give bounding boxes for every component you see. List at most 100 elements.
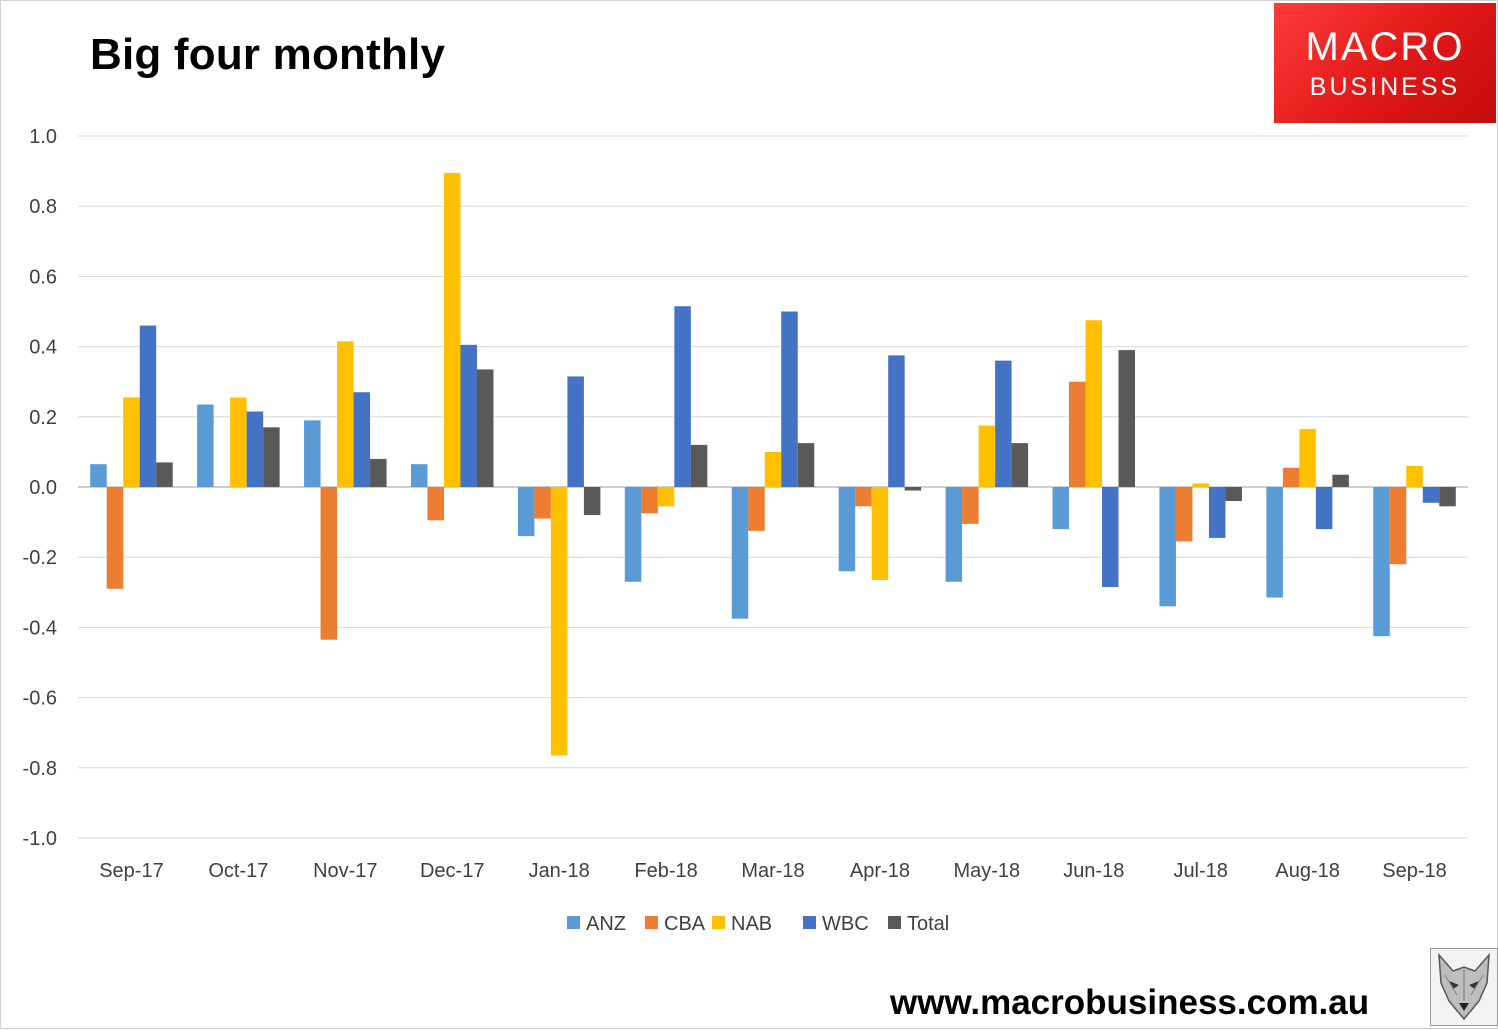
legend-swatch-cba: [645, 916, 658, 929]
y-tick-label: -0.8: [23, 758, 57, 780]
y-tick-label: -0.4: [23, 617, 57, 639]
legend-label-cba: CBA: [664, 913, 706, 935]
bar-nab-may-18: [978, 425, 996, 487]
y-tick-label: -0.6: [23, 688, 57, 710]
bar-total-may-18: [1011, 443, 1029, 487]
bar-cba-sep-17: [106, 487, 124, 589]
bar-total-mar-18: [797, 443, 815, 487]
logo-text-business: BUSINESS: [1309, 73, 1461, 101]
x-tick-label: Nov-17: [313, 860, 377, 882]
bar-wbc-aug-18: [1315, 487, 1333, 530]
bar-total-dec-17: [476, 369, 494, 487]
bar-cba-aug-18: [1282, 467, 1300, 487]
bar-nab-mar-18: [764, 451, 782, 487]
chart-title: Big four monthly: [90, 30, 446, 79]
macrobusiness-logo: MACRO BUSINESS: [1274, 3, 1496, 123]
bar-nab-sep-18: [1406, 465, 1423, 487]
bar-anz-aug-18: [1266, 487, 1283, 598]
bar-cba-jan-18: [534, 487, 551, 519]
bar-wbc-apr-18: [888, 355, 905, 487]
bar-wbc-feb-18: [674, 306, 691, 487]
logo-text-macro: MACRO: [1305, 25, 1465, 69]
bars: [90, 172, 1456, 756]
legend-label-wbc: WBC: [822, 913, 869, 935]
bar-total-oct-17: [263, 427, 280, 487]
legend-swatch-nab: [712, 916, 725, 929]
x-tick-label: Dec-17: [420, 860, 484, 882]
bar-cba-sep-18: [1389, 487, 1407, 565]
bar-anz-oct-17: [197, 404, 214, 487]
y-tick-label: 0.4: [29, 337, 57, 359]
bar-nab-nov-17: [337, 341, 354, 487]
x-tick-label: Aug-18: [1275, 860, 1340, 882]
legend-label-anz: ANZ: [586, 913, 626, 935]
legend-swatch-total: [888, 916, 901, 929]
bar-cba-nov-17: [320, 487, 338, 640]
bar-wbc-may-18: [995, 360, 1012, 487]
bar-anz-nov-17: [304, 420, 321, 487]
y-tick-label: -1.0: [23, 828, 57, 850]
bar-cba-may-18: [962, 487, 979, 524]
bar-wbc-oct-17: [246, 411, 264, 487]
bar-cba-apr-18: [855, 487, 872, 507]
bar-nab-oct-17: [230, 397, 247, 487]
bar-cba-feb-18: [641, 487, 658, 514]
bar-total-jan-18: [583, 487, 601, 516]
bar-anz-may-18: [945, 487, 963, 582]
legend-swatch-wbc: [803, 916, 816, 929]
bar-wbc-jan-18: [567, 376, 584, 487]
bar-total-jul-18: [1225, 487, 1242, 502]
x-tick-label: Apr-18: [850, 860, 910, 882]
bar-total-nov-17: [370, 458, 387, 487]
legend-label-total: Total: [907, 913, 949, 935]
y-tick-label: 1.0: [29, 126, 57, 148]
bar-nab-feb-18: [657, 487, 675, 507]
x-axis-ticks: Sep-17 Oct-17 Nov-17 Dec-17 Jan-18 Feb-18 Mar-…: [99, 860, 1447, 882]
bar-nab-sep-17: [123, 397, 140, 487]
bar-nab-jan-18: [550, 487, 568, 756]
bar-anz-sep-18: [1373, 487, 1390, 637]
bar-wbc-jul-18: [1208, 487, 1226, 538]
bar-total-sep-17: [156, 462, 173, 487]
x-tick-label: Oct-17: [208, 860, 268, 882]
bar-total-feb-18: [690, 444, 708, 487]
y-tick-label: 0.2: [29, 407, 57, 429]
bar-wbc-jun-18: [1102, 487, 1119, 588]
bar-cba-dec-17: [427, 487, 444, 521]
bar-nab-jul-18: [1192, 483, 1209, 487]
legend: ANZ CBA NAB WBC Total: [567, 913, 949, 935]
y-tick-label: 0.0: [29, 477, 57, 499]
x-tick-label: Jan-18: [529, 860, 590, 882]
y-axis-ticks: 1.0 0.8 0.6 0.4 0.2 0.0 -0.2 -0.4 -0.6 -0.8 -1.0: [23, 126, 57, 850]
bar-anz-sep-17: [90, 464, 107, 487]
bar-wbc-nov-17: [353, 392, 371, 487]
x-tick-label: May-18: [953, 860, 1020, 882]
bar-total-aug-18: [1332, 474, 1349, 487]
bar-anz-jun-18: [1052, 487, 1070, 530]
bar-cba-jun-18: [1069, 381, 1086, 487]
footer-url[interactable]: www.macrobusiness.com.au: [890, 983, 1370, 1022]
wolf-mascot-icon: [1430, 948, 1498, 1026]
bar-total-jun-18: [1118, 350, 1136, 487]
y-tick-label: 0.6: [29, 266, 57, 288]
bar-cba-mar-18: [748, 487, 765, 531]
bar-wbc-dec-17: [460, 344, 477, 487]
bar-nab-aug-18: [1299, 429, 1316, 487]
y-tick-label: -0.2: [23, 547, 57, 569]
bar-wbc-mar-18: [781, 311, 798, 487]
y-tick-label: 0.8: [29, 196, 57, 218]
bar-cba-jul-18: [1175, 487, 1193, 542]
legend-swatch-anz: [567, 916, 580, 929]
bar-wbc-sep-17: [139, 325, 157, 487]
x-tick-label: Jun-18: [1063, 860, 1124, 882]
gridlines: [78, 135, 1468, 839]
bar-anz-apr-18: [838, 487, 856, 572]
bar-anz-dec-17: [410, 464, 428, 487]
x-tick-label: Feb-18: [634, 860, 697, 882]
bar-total-sep-18: [1439, 487, 1456, 507]
bar-nab-dec-17: [443, 172, 461, 488]
bar-anz-mar-18: [731, 487, 749, 619]
bar-anz-jul-18: [1159, 487, 1176, 607]
x-tick-label: Sep-17: [99, 860, 164, 882]
